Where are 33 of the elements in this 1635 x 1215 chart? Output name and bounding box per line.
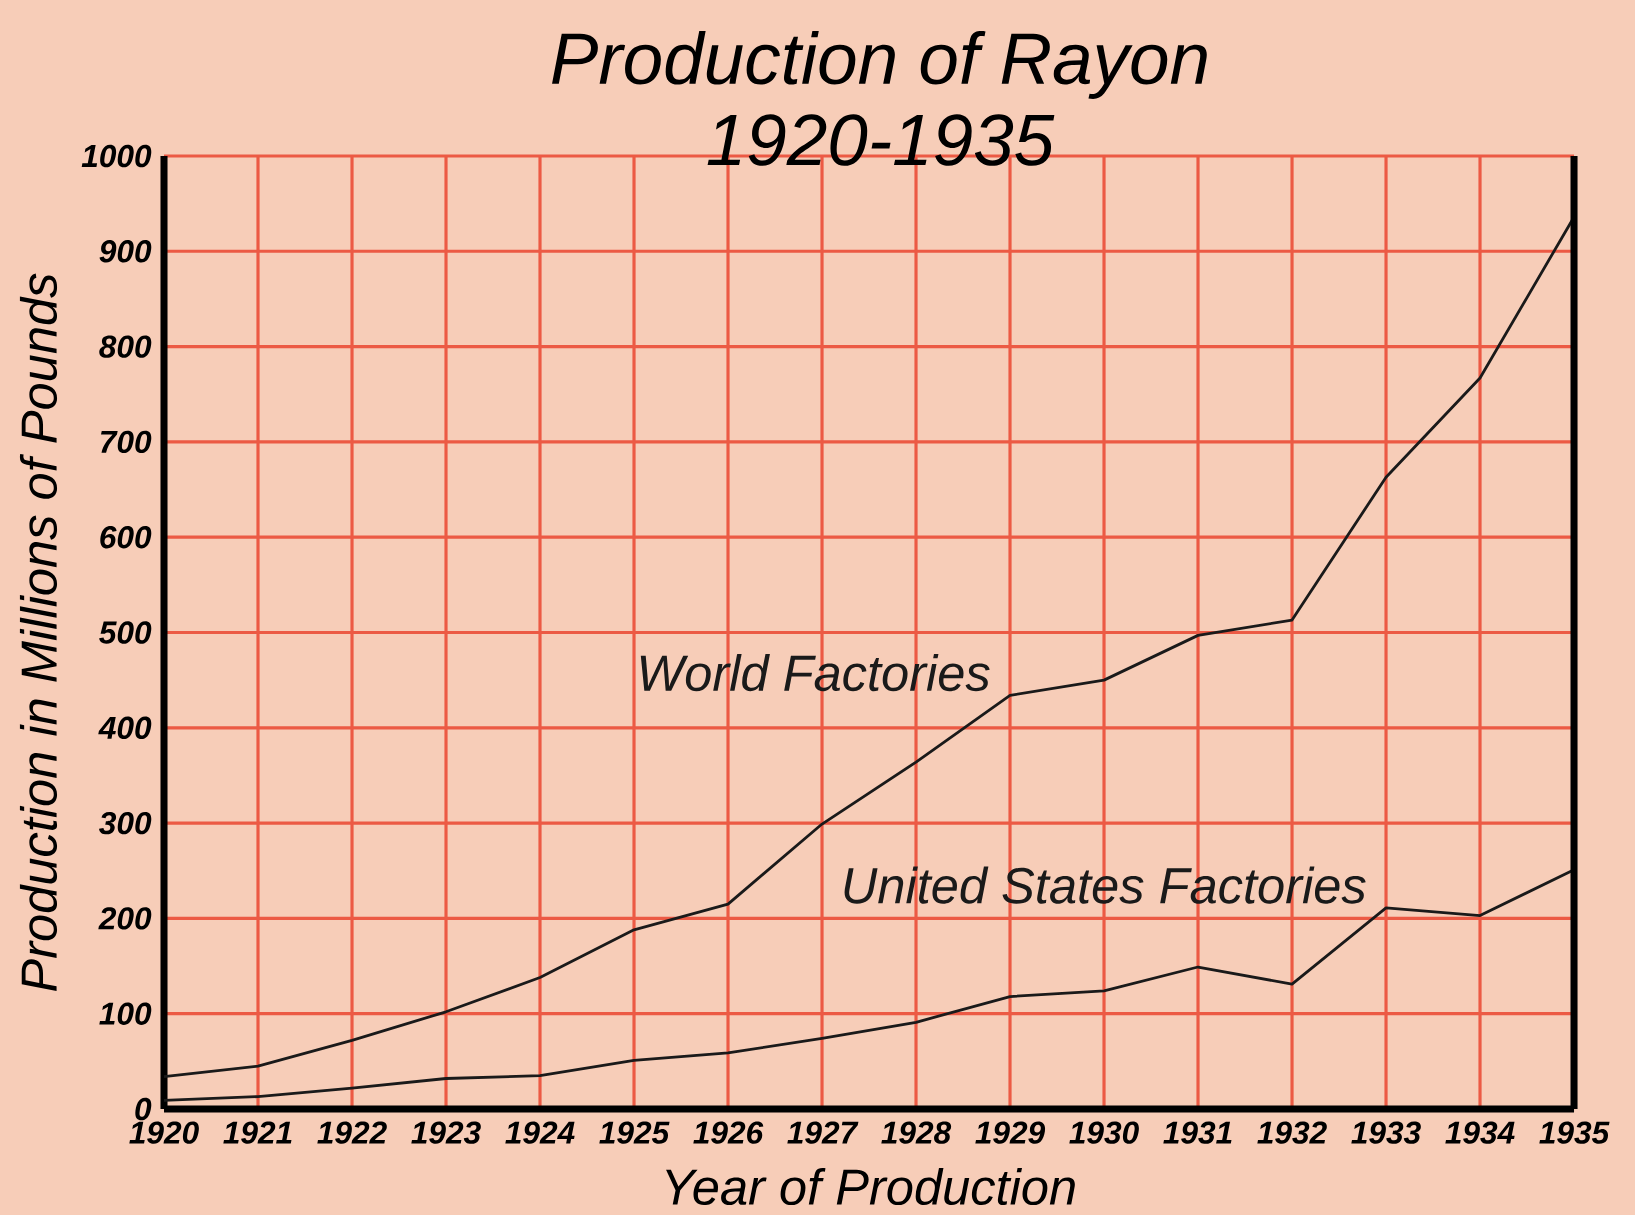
x-tick-label: 1921 <box>223 1121 292 1144</box>
y-axis-title: Production in Millions of Pounds <box>19 273 58 992</box>
x-tick-label: 1931 <box>1163 1121 1232 1144</box>
x-tick-label: 1928 <box>881 1121 952 1144</box>
x-tick-label: 1925 <box>599 1121 670 1144</box>
y-tick-label: 300 <box>99 811 152 835</box>
x-tick-label: 1927 <box>787 1121 859 1144</box>
x-tick-label: 1932 <box>1257 1121 1327 1144</box>
x-tick-label: 1924 <box>505 1121 575 1144</box>
y-tick-label: 0 <box>135 1097 152 1121</box>
y-tick-label: 100 <box>99 1002 152 1025</box>
x-tick-label: 1920 <box>129 1121 199 1144</box>
y-tick-label: 1000 <box>81 144 152 168</box>
chart-subtitle: 1920-1935 <box>707 114 1055 166</box>
y-tick-label: 600 <box>100 525 152 549</box>
x-tick-label: 1922 <box>317 1121 387 1144</box>
x-tick-label: 1930 <box>1069 1121 1139 1144</box>
x-tick-label: 1929 <box>975 1121 1046 1144</box>
chart-title: Production of Rayon <box>552 31 1207 99</box>
x-tick-label: 1923 <box>411 1121 481 1144</box>
x-tick-label: 1933 <box>1351 1121 1421 1144</box>
series-label: World Factories <box>640 654 990 692</box>
y-tick-label: 900 <box>99 240 152 263</box>
x-tick-label: 1934 <box>1445 1121 1515 1144</box>
y-tick-label: 700 <box>101 430 152 454</box>
x-tick-label: 1926 <box>693 1121 764 1144</box>
y-tick-label: 500 <box>99 621 152 644</box>
x-axis-title: Year of Production <box>666 1167 1075 1206</box>
series-label: United States Factories <box>844 866 1366 904</box>
y-tick-label: 200 <box>98 907 152 930</box>
y-tick-label: 800 <box>99 335 152 358</box>
x-tick-label: 1935 <box>1539 1121 1610 1144</box>
y-tick-label: 400 <box>98 716 152 740</box>
